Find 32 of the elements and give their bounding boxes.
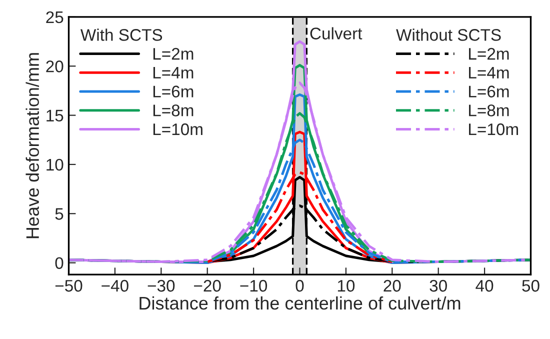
x-tick-label: −40	[102, 280, 128, 292]
x-tick-label: 30	[430, 280, 447, 292]
y-tick-label: 15	[46, 110, 64, 122]
legend-label: L=2m	[469, 48, 509, 60]
y-tick-label: 20	[46, 60, 64, 72]
legend-label: L=6m	[153, 86, 194, 98]
legend-label: L=6m	[469, 86, 509, 98]
x-tick-label: −10	[240, 280, 268, 292]
legend-label: L=8m	[469, 104, 509, 116]
y-tick-label: 10	[46, 158, 64, 171]
x-tick-label: 0	[296, 280, 304, 292]
legend-label: L=10m	[153, 123, 202, 136]
x-tick-label: −30	[148, 280, 175, 292]
legend-label: L=4m	[469, 66, 509, 78]
legend-label: L=4m	[153, 66, 194, 78]
legend-label: L=10m	[469, 123, 518, 136]
legend-label: L=8m	[153, 104, 194, 116]
x-tick-label: −20	[194, 280, 221, 292]
x-tick-label: 50	[522, 280, 540, 292]
legend-label: L=2m	[153, 48, 194, 60]
x-axis-title: Distance from the centerline of culvert/m	[140, 296, 460, 310]
text: With SCTS	[80, 28, 162, 41]
y-tick-label: 5	[55, 208, 64, 220]
x-tick-label: −50	[55, 280, 82, 292]
text: Without SCTS	[396, 28, 501, 41]
y-tick-label: 0	[55, 257, 64, 269]
x-tick-label: 20	[384, 280, 401, 292]
y-axis-title: Heave deformation/mm	[26, 53, 40, 238]
x-tick-label: 10	[338, 280, 355, 292]
band-label: Culvert	[310, 27, 362, 40]
y-tick-label: 25	[46, 11, 64, 24]
x-tick-label: 40	[476, 280, 494, 292]
